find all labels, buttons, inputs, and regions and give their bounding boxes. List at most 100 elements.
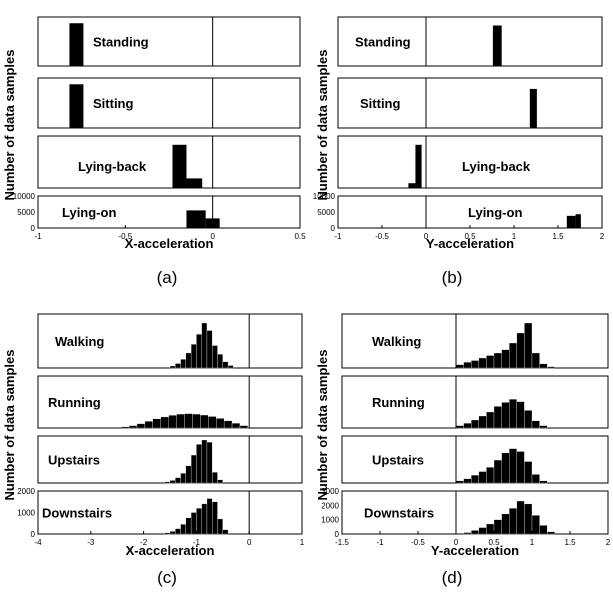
- subplot-label: Upstairs: [372, 453, 424, 468]
- histogram-bar: [175, 477, 181, 484]
- histogram-bar: [180, 473, 186, 484]
- histogram-bar: [493, 459, 502, 484]
- x-axis-label: Y-acceleration: [426, 236, 514, 251]
- histogram-bar: [471, 360, 479, 369]
- histogram-bar: [196, 334, 202, 369]
- histogram-bar: [471, 474, 479, 484]
- histogram-bar: [547, 531, 555, 535]
- histogram-bar: [531, 474, 540, 484]
- histogram-bar: [190, 512, 197, 535]
- y-tick-label: 0: [331, 224, 336, 233]
- histogram-bar: [463, 532, 472, 535]
- subplot-label: Standing: [93, 35, 149, 50]
- histogram-bar: [168, 415, 177, 429]
- histogram-bar: [516, 451, 525, 484]
- histogram-bar: [492, 25, 502, 66]
- histogram-bar: [486, 523, 495, 535]
- x-tick-label: -1: [376, 538, 384, 547]
- histogram-bar: [524, 461, 533, 484]
- x-tick-label: 0: [210, 232, 215, 241]
- histogram-bar: [172, 144, 187, 188]
- histogram-bar: [201, 503, 208, 535]
- x-tick-label: 0.5: [488, 538, 500, 547]
- histogram-bar: [516, 500, 525, 535]
- panel-caption: (b): [442, 268, 463, 287]
- histogram-bar: [239, 425, 249, 429]
- histogram-bar: [186, 178, 203, 188]
- histogram-bar: [408, 183, 416, 188]
- x-tick-label: 1.5: [552, 232, 564, 241]
- panel-c: Walking Running Upstairs Downstairs 0 1000 200…: [2, 313, 305, 587]
- histogram-bar: [509, 342, 517, 369]
- histogram-bar: [478, 415, 487, 429]
- histogram-bar: [164, 532, 171, 535]
- x-tick-label: 1: [530, 538, 535, 547]
- x-tick-label: -1: [334, 232, 342, 241]
- histogram-bar: [212, 345, 218, 369]
- histogram-bar: [169, 531, 176, 535]
- panel-a: Standing Sitting Lying-back Lying-on 0 5000 10…: [2, 16, 306, 287]
- histogram-bar: [493, 406, 502, 429]
- histogram-bar: [539, 525, 548, 535]
- subplot-frame-upstairs: [37, 435, 303, 484]
- subplot-label: Walking: [55, 334, 104, 349]
- histogram-bar: [192, 413, 201, 429]
- y-tick-label: 10000: [13, 192, 36, 201]
- histogram-bar: [176, 413, 185, 429]
- histogram-bar: [478, 471, 487, 484]
- x-tick-label: -0.5: [411, 538, 425, 547]
- histogram-bar: [175, 528, 181, 535]
- x-axis-label: Y-acceleration: [431, 543, 519, 558]
- histogram-bar: [128, 425, 138, 429]
- histogram-bar: [69, 23, 84, 66]
- histogram-bar: [190, 344, 197, 369]
- histogram-bar: [531, 352, 540, 369]
- histogram-bar: [206, 498, 213, 535]
- histogram-bar: [169, 480, 176, 484]
- subplot-frame-lying-on: [37, 195, 301, 229]
- x-tick-label: 1: [512, 232, 517, 241]
- histogram-bar: [455, 425, 464, 429]
- y-axis-label: Number of data samples: [315, 350, 330, 501]
- subplot-label: Lying-back: [78, 159, 147, 174]
- histogram-bar: [200, 414, 209, 429]
- y-tick-label: 10000: [313, 192, 336, 201]
- histogram-bar: [455, 364, 464, 369]
- histogram-bar: [217, 354, 223, 369]
- subplot-label: Walking: [372, 334, 421, 349]
- histogram-bar: [524, 410, 533, 429]
- histogram-bar: [516, 401, 525, 429]
- x-tick-label: -4: [34, 538, 42, 547]
- histogram-bar: [493, 352, 502, 369]
- histogram-bar: [575, 214, 581, 228]
- histogram-bar: [486, 411, 495, 429]
- histogram-bar: [217, 479, 223, 484]
- subplot-frame-walking: [37, 313, 303, 369]
- subplot-label: Running: [48, 395, 101, 410]
- subplot-label: Lying-back: [462, 159, 531, 174]
- histogram-bar: [463, 478, 472, 484]
- panel-caption: (a): [157, 268, 178, 287]
- histogram-bar: [531, 420, 540, 429]
- x-tick-label: -2: [140, 538, 148, 547]
- histogram-bar: [180, 359, 186, 369]
- histogram-bar: [169, 365, 176, 369]
- histogram-bar: [136, 423, 146, 429]
- subplot-label: Running: [372, 395, 425, 410]
- histogram-bar: [185, 465, 192, 484]
- histogram-bar: [208, 416, 217, 429]
- histogram-bar: [201, 439, 208, 484]
- x-tick-label: -1: [193, 538, 201, 547]
- histogram-bar: [190, 454, 197, 484]
- histogram-bar: [509, 508, 517, 535]
- y-tick-label: 2000: [17, 487, 35, 496]
- x-tick-label: 1.5: [564, 538, 576, 547]
- x-tick-label: 2: [606, 538, 611, 547]
- subplot-label: Downstairs: [42, 506, 112, 521]
- subplot-frame-downstairs: [341, 490, 609, 535]
- subplot-frame-lying-back: [337, 135, 603, 189]
- histogram-bar: [501, 402, 510, 429]
- histogram-bar: [212, 501, 218, 535]
- histogram-bar: [415, 144, 422, 188]
